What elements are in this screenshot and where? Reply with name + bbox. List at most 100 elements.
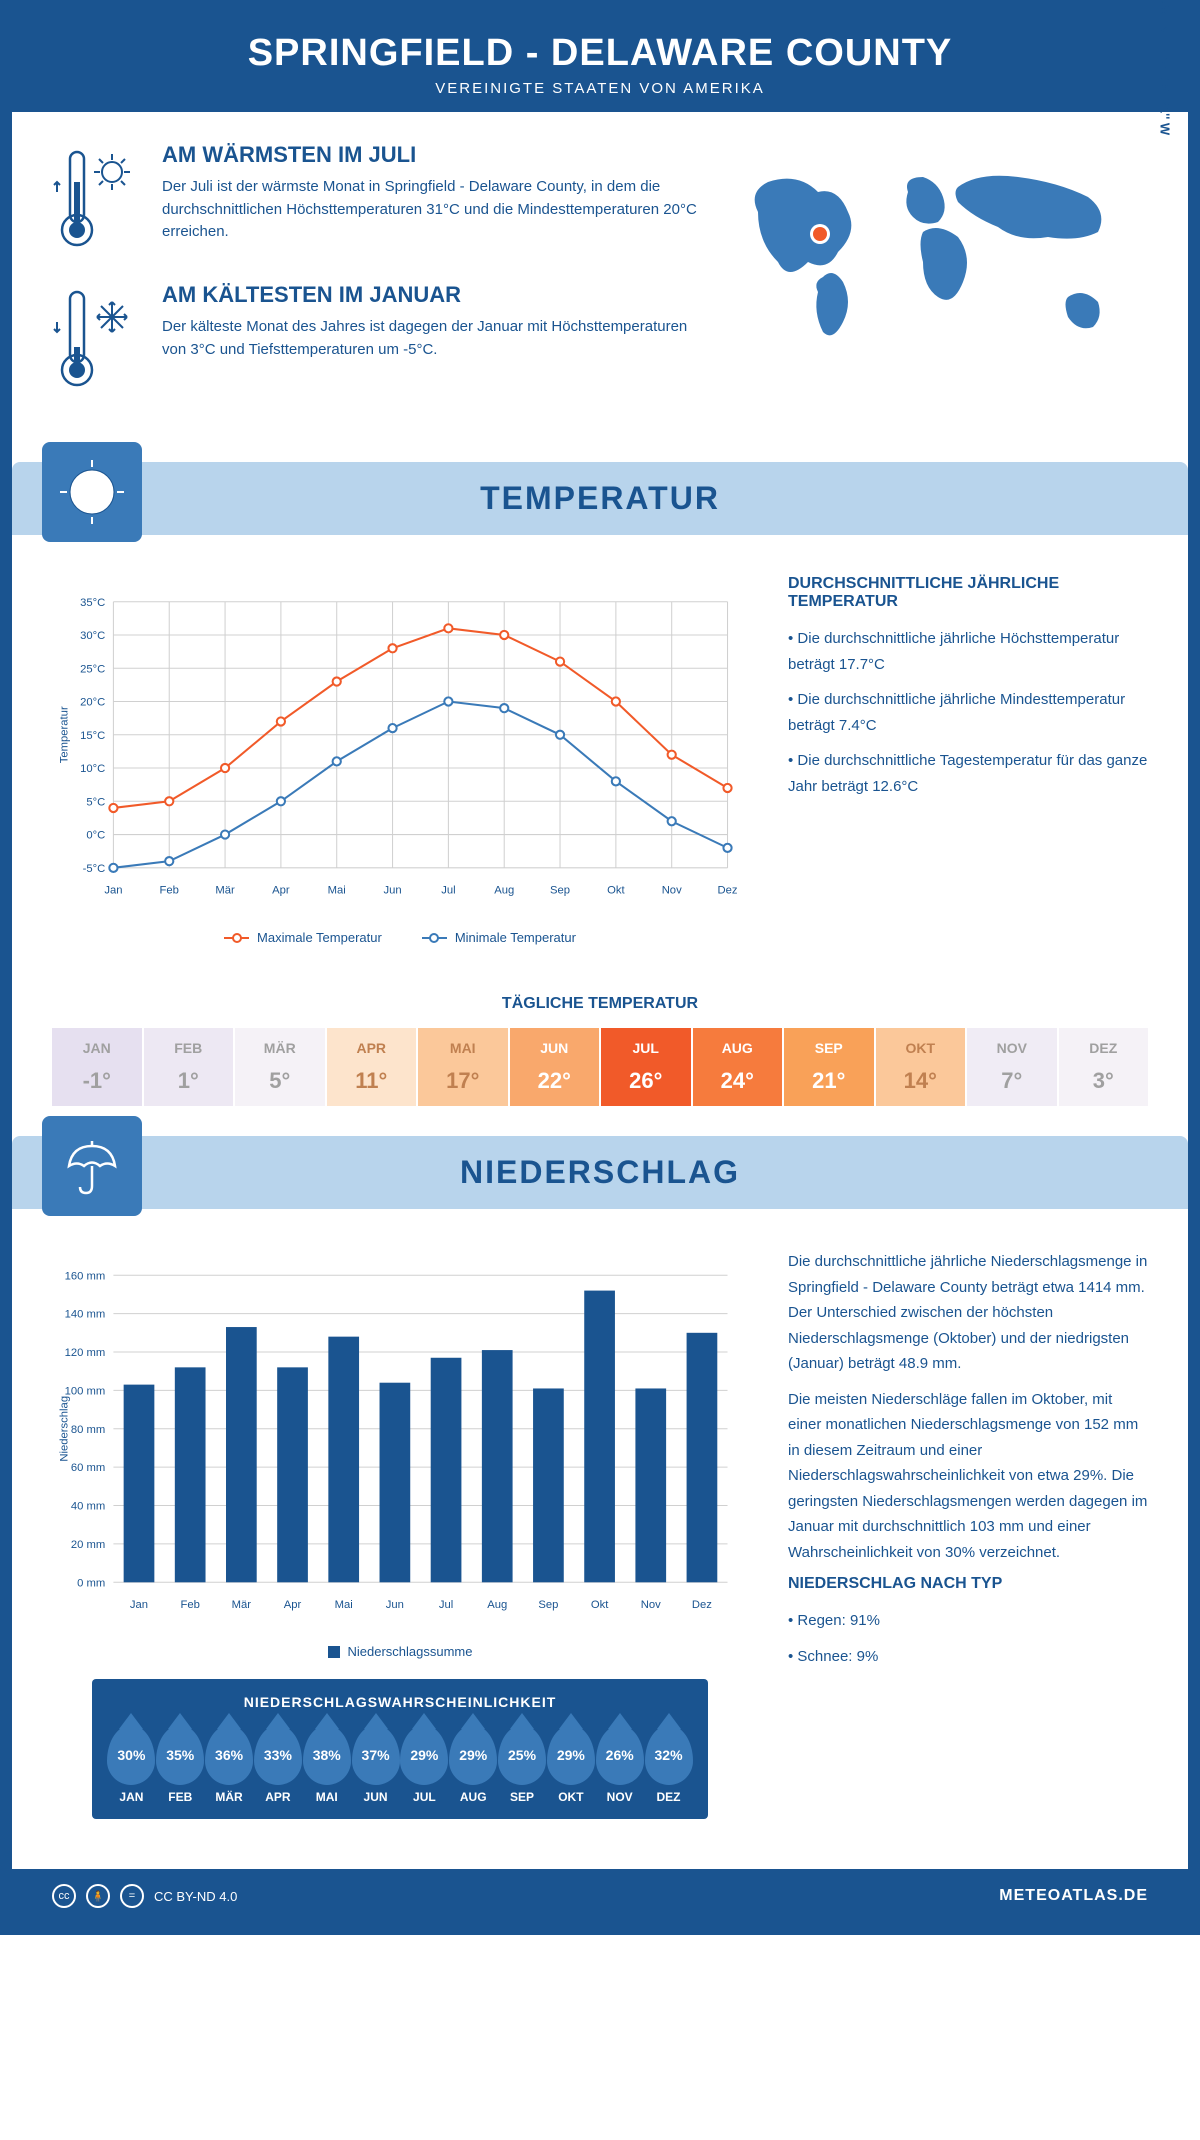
svg-text:15°C: 15°C <box>80 730 105 742</box>
warmest-block: AM WÄRMSTEN IM JULI Der Juli ist der wär… <box>52 142 698 257</box>
precipitation-chart-section: 0 mm20 mm40 mm60 mm80 mm100 mm120 mm140 … <box>12 1229 1188 1839</box>
svg-text:5°C: 5°C <box>86 796 105 808</box>
temperature-legend: Maximale Temperatur Minimale Temperatur <box>52 930 748 945</box>
svg-text:Feb: Feb <box>180 1599 199 1611</box>
precip-drop: 36%MÄR <box>205 1725 253 1804</box>
precip-drop: 30%JAN <box>107 1725 155 1804</box>
precip-drop: 26%NOV <box>596 1725 644 1804</box>
svg-text:Aug: Aug <box>487 1599 507 1611</box>
legend-min-label: Minimale Temperatur <box>455 930 576 945</box>
temperature-line-chart: -5°C0°C5°C10°C15°C20°C25°C30°C35°CJanFeb… <box>52 575 748 915</box>
svg-text:Okt: Okt <box>607 884 625 896</box>
daily-temp-cell: AUG24° <box>693 1028 783 1106</box>
umbrella-icon <box>42 1116 142 1216</box>
svg-text:Jul: Jul <box>439 1599 453 1611</box>
daily-temp-cell: OKT14° <box>876 1028 966 1106</box>
temp-bullet: • Die durchschnittliche jährliche Höchst… <box>788 626 1148 677</box>
footer-site: METEOATLAS.DE <box>999 1887 1148 1905</box>
coordinates: PENNSYLVANIA 39° 55' 55'' N — 75° 19' 21… <box>1158 0 1173 135</box>
svg-text:Mär: Mär <box>232 1599 252 1611</box>
temperature-section-header: TEMPERATUR <box>12 462 1188 535</box>
sun-icon <box>42 442 142 542</box>
svg-text:Sep: Sep <box>538 1599 558 1611</box>
warmest-title: AM WÄRMSTEN IM JULI <box>162 142 698 168</box>
svg-text:Mai: Mai <box>328 884 346 896</box>
thermometer-hot-icon <box>52 142 142 257</box>
svg-text:40 mm: 40 mm <box>71 1501 105 1513</box>
temp-bullet: • Die durchschnittliche jährliche Mindes… <box>788 687 1148 738</box>
warmest-text: Der Juli ist der wärmste Monat in Spring… <box>162 176 698 244</box>
legend-precip-label: Niederschlagssumme <box>348 1644 473 1659</box>
svg-text:100 mm: 100 mm <box>65 1385 106 1397</box>
svg-text:Apr: Apr <box>284 1599 302 1611</box>
svg-text:Jul: Jul <box>441 884 455 896</box>
svg-text:60 mm: 60 mm <box>71 1462 105 1474</box>
thermometer-cold-icon <box>52 282 142 397</box>
coldest-text: Der kälteste Monat des Jahres ist dagege… <box>162 316 698 361</box>
daily-temp-title: TÄGLICHE TEMPERATUR <box>12 995 1188 1013</box>
temperature-title: TEMPERATUR <box>12 480 1188 517</box>
precipitation-title: NIEDERSCHLAG <box>12 1154 1188 1191</box>
temp-info-column: AM WÄRMSTEN IM JULI Der Juli ist der wär… <box>52 142 698 422</box>
daily-temp-cell: JUN22° <box>510 1028 600 1106</box>
precip-type-bullet: • Schnee: 9% <box>788 1644 1148 1670</box>
header: SPRINGFIELD - DELAWARE COUNTY VEREINIGTE… <box>12 12 1188 112</box>
footer-license: cc 🧍 = CC BY-ND 4.0 <box>52 1884 237 1908</box>
precip-prob-title: NIEDERSCHLAGSWAHRSCHEINLICHKEIT <box>107 1694 693 1710</box>
precip-drop: 33%APR <box>254 1725 302 1804</box>
coldest-block: AM KÄLTESTEN IM JANUAR Der kälteste Mona… <box>52 282 698 397</box>
by-icon: 🧍 <box>86 1884 110 1908</box>
svg-text:Dez: Dez <box>718 884 738 896</box>
precip-drop: 25%SEP <box>498 1725 546 1804</box>
svg-text:120 mm: 120 mm <box>65 1347 106 1359</box>
svg-text:Okt: Okt <box>591 1599 609 1611</box>
svg-text:Jun: Jun <box>386 1599 404 1611</box>
precip-drop: 29%JUL <box>400 1725 448 1804</box>
precipitation-bar-chart: 0 mm20 mm40 mm60 mm80 mm100 mm120 mm140 … <box>52 1249 748 1629</box>
svg-text:Temperatur: Temperatur <box>58 706 70 763</box>
daily-temp-cell: APR11° <box>327 1028 417 1106</box>
precip-drop: 37%JUN <box>352 1725 400 1804</box>
cc-icon: cc <box>52 1884 76 1908</box>
svg-text:35°C: 35°C <box>80 597 105 609</box>
svg-text:Nov: Nov <box>641 1599 661 1611</box>
svg-text:20°C: 20°C <box>80 697 105 709</box>
svg-text:30°C: 30°C <box>80 630 105 642</box>
map-section: PENNSYLVANIA 39° 55' 55'' N — 75° 19' 21… <box>728 142 1148 422</box>
daily-temp-grid: JAN-1°FEB1°MÄR5°APR11°MAI17°JUN22°JUL26°… <box>52 1028 1148 1106</box>
precip-drop: 32%DEZ <box>645 1725 693 1804</box>
svg-text:Aug: Aug <box>494 884 514 896</box>
daily-temp-cell: NOV7° <box>967 1028 1057 1106</box>
precipitation-legend: Niederschlagssumme <box>52 1644 748 1659</box>
svg-text:20 mm: 20 mm <box>71 1539 105 1551</box>
precip-drop: 29%OKT <box>547 1725 595 1804</box>
daily-temp-cell: SEP21° <box>784 1028 874 1106</box>
svg-text:25°C: 25°C <box>80 663 105 675</box>
infographic-container: SPRINGFIELD - DELAWARE COUNTY VEREINIGTE… <box>0 0 1200 1935</box>
precip-drop: 38%MAI <box>303 1725 351 1804</box>
svg-text:80 mm: 80 mm <box>71 1424 105 1436</box>
world-map <box>728 142 1148 382</box>
svg-text:Sep: Sep <box>550 884 570 896</box>
svg-text:Mär: Mär <box>215 884 235 896</box>
footer: cc 🧍 = CC BY-ND 4.0 METEOATLAS.DE <box>12 1869 1188 1923</box>
precipitation-chart-area: 0 mm20 mm40 mm60 mm80 mm100 mm120 mm140 … <box>52 1249 748 1819</box>
temperature-chart-section: -5°C0°C5°C10°C15°C20°C25°C30°C35°CJanFeb… <box>12 555 1188 965</box>
svg-text:Dez: Dez <box>692 1599 712 1611</box>
daily-temp-cell: JUL26° <box>601 1028 691 1106</box>
precipitation-probability: NIEDERSCHLAGSWAHRSCHEINLICHKEIT 30%JAN35… <box>92 1679 708 1819</box>
svg-text:Jan: Jan <box>104 884 122 896</box>
precip-type-bullet: • Regen: 91% <box>788 1608 1148 1634</box>
daily-temp-cell: FEB1° <box>144 1028 234 1106</box>
svg-text:Nov: Nov <box>662 884 682 896</box>
country-subtitle: VEREINIGTE STAATEN VON AMERIKA <box>12 80 1188 97</box>
coldest-title: AM KÄLTESTEN IM JANUAR <box>162 282 698 308</box>
location-title: SPRINGFIELD - DELAWARE COUNTY <box>12 32 1188 75</box>
precipitation-section-header: NIEDERSCHLAG <box>12 1136 1188 1209</box>
svg-text:-5°C: -5°C <box>83 863 106 875</box>
svg-text:Feb: Feb <box>160 884 179 896</box>
temp-bullet: • Die durchschnittliche Tagestemperatur … <box>788 748 1148 799</box>
precip-drop: 29%AUG <box>449 1725 497 1804</box>
svg-text:Niederschlag: Niederschlag <box>58 1396 70 1462</box>
precip-type-title: NIEDERSCHLAG NACH TYP <box>788 1575 1148 1593</box>
